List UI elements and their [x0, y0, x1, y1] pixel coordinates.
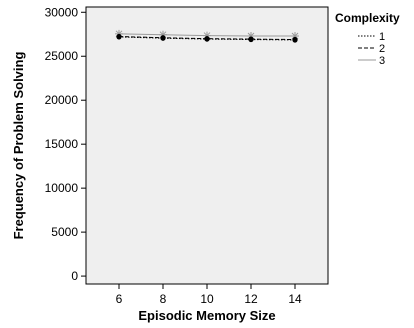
x-axis: 6 8 10 12 14	[116, 284, 302, 306]
series-1-point	[116, 34, 122, 40]
series-1-point	[204, 36, 210, 42]
y-tick-label: 25000	[45, 49, 79, 63]
plot-area	[85, 6, 329, 285]
series-layer	[115, 29, 299, 43]
legend-label-1: 1	[379, 31, 385, 43]
series-1-point	[160, 35, 166, 41]
x-tick-label: 10	[200, 292, 214, 306]
y-axis-title: Frequency of Problem Solving	[11, 52, 26, 240]
series-2-line	[118, 35, 296, 41]
legend: Complexity 123	[335, 11, 400, 67]
series-1-point	[292, 37, 298, 43]
x-tick-label: 8	[160, 292, 167, 306]
legend-title: Complexity	[335, 11, 400, 25]
x-tick-label: 6	[116, 292, 123, 306]
y-tick-label: 15000	[45, 137, 79, 151]
y-axis: 0 5000 10000 15000 20000 25000 30000	[45, 5, 86, 283]
y-tick-label: 10000	[45, 181, 79, 195]
y-tick-label: 20000	[45, 93, 79, 107]
series-1	[116, 34, 298, 43]
series-1-point	[248, 36, 254, 43]
x-tick-label: 12	[244, 292, 258, 306]
legend-label-2: 2	[379, 43, 385, 55]
y-tick-label: 30000	[45, 5, 79, 19]
y-tick-label: 0	[71, 269, 78, 283]
y-tick-label: 5000	[51, 225, 78, 239]
x-axis-title: Episodic Memory Size	[138, 308, 275, 323]
x-tick-label: 14	[288, 292, 302, 306]
legend-label-3: 3	[379, 55, 385, 67]
